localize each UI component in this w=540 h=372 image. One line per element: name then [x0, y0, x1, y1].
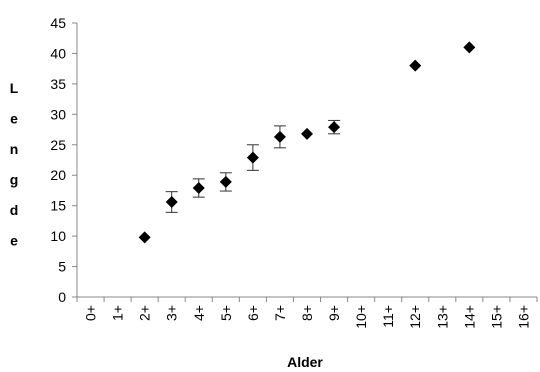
y-axis-title-letter: L: [10, 80, 19, 96]
data-point: [192, 182, 205, 195]
x-tick-label: 10+: [353, 305, 369, 329]
y-axis-title-letter: d: [10, 202, 19, 218]
x-tick-label: 14+: [461, 305, 477, 329]
data-point: [301, 127, 313, 140]
y-axis-title-letter: e: [10, 233, 18, 249]
x-axis-title: Alder: [287, 354, 323, 370]
x-tick-label: 6+: [245, 305, 261, 321]
y-axis: 0 5 10 15 20 25 30 35 40 45: [50, 15, 78, 305]
y-tick-label: 15: [50, 198, 66, 214]
x-tick-label: 11+: [380, 305, 396, 328]
data-points: [138, 41, 476, 244]
x-tick-label: 0+: [83, 305, 99, 321]
data-point: [138, 231, 151, 244]
x-tick-label: 4+: [191, 305, 207, 321]
data-point: [409, 59, 422, 72]
x-tick-label: 3+: [164, 305, 180, 321]
y-tick-label: 10: [50, 228, 66, 244]
data-point: [165, 196, 178, 209]
data-point: [219, 175, 232, 188]
x-tick-label: 12+: [407, 305, 423, 329]
y-tick-label: 45: [50, 15, 66, 31]
x-tick-label: 15+: [488, 305, 504, 329]
y-tick-label: 0: [58, 289, 66, 305]
data-point: [463, 41, 476, 54]
x-tick-label: 16+: [515, 305, 531, 329]
y-axis-title-letter: e: [10, 111, 18, 127]
x-tick-label: 7+: [272, 305, 288, 321]
data-point: [273, 130, 286, 143]
x-axis: 0+ 1+ 2+ 3+ 4+ 5+ 6+ 7+ 8+ 9+ 10+ 11+ 12+ 13+ 14+ 15+ 16…: [76, 296, 538, 329]
y-tick-label: 35: [50, 76, 66, 92]
y-axis-title-letter: n: [10, 141, 19, 157]
x-tick-label: 1+: [110, 305, 126, 321]
data-point: [246, 151, 259, 164]
y-tick-label: 5: [58, 259, 66, 275]
y-tick-label: 40: [50, 45, 66, 61]
x-tick-label: 8+: [299, 305, 315, 321]
y-tick-label: 20: [50, 167, 66, 183]
y-axis-title-letter: g: [10, 172, 19, 188]
data-point: [328, 121, 341, 134]
x-tick-label: 13+: [434, 305, 450, 329]
y-tick-label: 25: [50, 137, 66, 153]
x-tick-label: 2+: [137, 305, 153, 321]
x-tick-label: 5+: [218, 305, 234, 321]
x-tick-label: 9+: [326, 305, 342, 321]
y-tick-label: 30: [50, 106, 66, 122]
